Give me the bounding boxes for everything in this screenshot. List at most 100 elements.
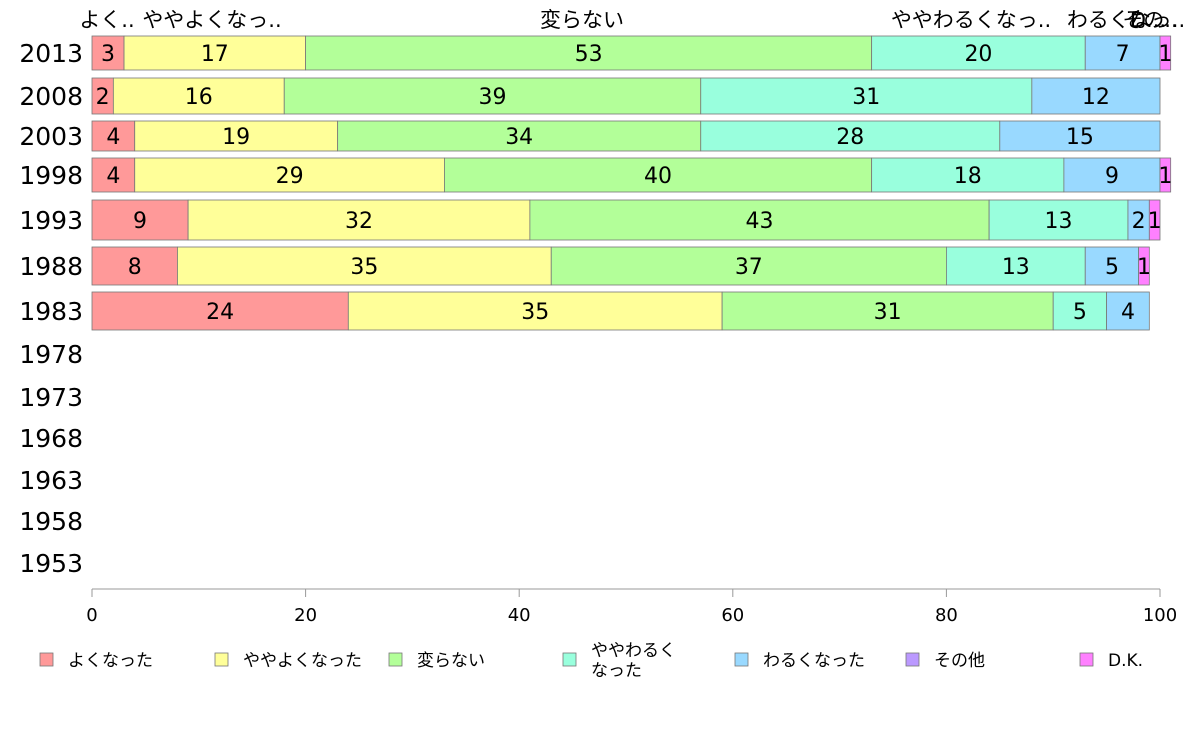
data-label: 2 [1132, 209, 1146, 234]
data-label: 24 [206, 300, 234, 325]
y-axis: 2013 2008 2003 1998 1993 1988 1983 1978 1973 1968… [19, 39, 83, 578]
bar-segment [999, 120, 1161, 152]
data-label: 1 [1158, 164, 1172, 189]
data-label: 31 [874, 300, 902, 325]
bar-segment [1063, 157, 1161, 193]
data-label: 13 [1002, 255, 1030, 280]
y-tick-label: 1978 [19, 340, 83, 369]
legend-swatch [905, 652, 920, 667]
legend-swatch [562, 652, 577, 667]
x-tick-label: 100 [1143, 605, 1177, 626]
bars: 3 17 53 20 7 12 16 39 31 124 19 34 28 154 29 40 18 9 19 32 4… [91, 35, 1172, 331]
bar-segment [871, 157, 1065, 193]
legend-label: 変らない [417, 651, 485, 671]
data-label: 2 [96, 85, 110, 110]
y-tick-label: 1973 [19, 383, 83, 412]
top-series-label: ややよくなっ.. [142, 8, 281, 32]
data-label: 43 [746, 209, 774, 234]
bar-segment [91, 157, 136, 193]
bar-segment [91, 246, 178, 286]
legend-swatch [388, 652, 403, 667]
data-label: 35 [521, 300, 549, 325]
top-series-label: D... [1130, 8, 1166, 32]
legend-label: よくなった [68, 651, 153, 671]
data-label: 4 [1121, 300, 1135, 325]
y-tick-label: 1983 [19, 297, 83, 326]
bar-segment [187, 199, 531, 241]
x-tick-label: 0 [86, 605, 97, 626]
data-label: 20 [964, 42, 992, 67]
bar-segment [134, 120, 339, 152]
top-series-label: よく.. [79, 8, 134, 32]
top-series-label: わるくなっ.. [1067, 8, 1185, 32]
bar-segment [1148, 199, 1161, 241]
data-label: 28 [836, 125, 864, 150]
legend: よくなった ややよくなった 変らない ややわるくなった わるくなった その他 D.K. [39, 641, 1143, 681]
legend-label: その他 [934, 651, 985, 671]
bar-segment [721, 291, 1054, 331]
bar-segment [1031, 77, 1161, 115]
bar-segment [112, 77, 285, 115]
data-label: 4 [106, 125, 120, 150]
bar-segment [1159, 35, 1172, 71]
data-label: 39 [479, 85, 507, 110]
data-label: 17 [201, 42, 229, 67]
bar-segment [1138, 246, 1150, 286]
legend-label: ややわるくなった [591, 641, 676, 681]
bar-segment [177, 246, 552, 286]
top-labels: よく.. ややよくなっ.. 変らない ややわるくなっ.. わるくなっ..その..D... [79, 8, 1185, 32]
legend-label: ややよくなった [243, 651, 362, 671]
y-tick-label: 2008 [19, 82, 83, 111]
data-label: 31 [852, 85, 880, 110]
data-label: 37 [735, 255, 763, 280]
legend-swatch [734, 652, 749, 667]
y-tick-label: 1968 [19, 424, 83, 453]
bar-segment [700, 120, 1001, 152]
y-tick-label: 1998 [19, 161, 83, 190]
data-label: 1 [1158, 42, 1172, 67]
bar-segment [134, 157, 445, 193]
top-series-label: ややわるくなっ.. [891, 8, 1051, 32]
legend-swatch [1079, 652, 1094, 667]
data-label: 8 [128, 255, 142, 280]
data-label: 15 [1066, 125, 1094, 150]
x-tick-label: 20 [294, 605, 317, 626]
data-label: 7 [1116, 42, 1130, 67]
bar-segment [1106, 291, 1150, 331]
data-label: 35 [350, 255, 378, 280]
bar-segment [946, 246, 1086, 286]
y-tick-label: 1988 [19, 252, 83, 281]
legend-swatch [214, 652, 229, 667]
bar-segment [91, 120, 136, 152]
x-tick-label: 60 [721, 605, 744, 626]
x-tick-label: 80 [935, 605, 958, 626]
data-label: 9 [133, 209, 147, 234]
bar-segment [1159, 157, 1172, 193]
bar-segment [700, 77, 1033, 115]
bar-segment [91, 35, 125, 71]
y-tick-label: 1953 [19, 549, 83, 578]
bar-segment [550, 246, 947, 286]
bar-segment [337, 120, 702, 152]
data-label: 9 [1105, 164, 1119, 189]
data-label: 4 [106, 164, 120, 189]
legend-label: D.K. [1108, 651, 1143, 671]
legend-swatch [39, 652, 54, 667]
x-tick-label: 40 [508, 605, 531, 626]
data-label: 3 [101, 42, 115, 67]
bar-segment [871, 35, 1086, 71]
data-label: 1 [1137, 255, 1151, 280]
bar-segment [1084, 35, 1161, 71]
data-label: 29 [276, 164, 304, 189]
bar-segment [988, 199, 1129, 241]
data-label: 12 [1082, 85, 1110, 110]
data-label: 5 [1105, 255, 1119, 280]
y-tick-label: 1958 [19, 507, 83, 536]
data-label: 40 [644, 164, 672, 189]
bar-segment [529, 199, 990, 241]
y-tick-label: 1993 [19, 206, 83, 235]
bar-segment [283, 77, 702, 115]
data-label: 16 [185, 85, 213, 110]
data-label: 1 [1148, 209, 1162, 234]
